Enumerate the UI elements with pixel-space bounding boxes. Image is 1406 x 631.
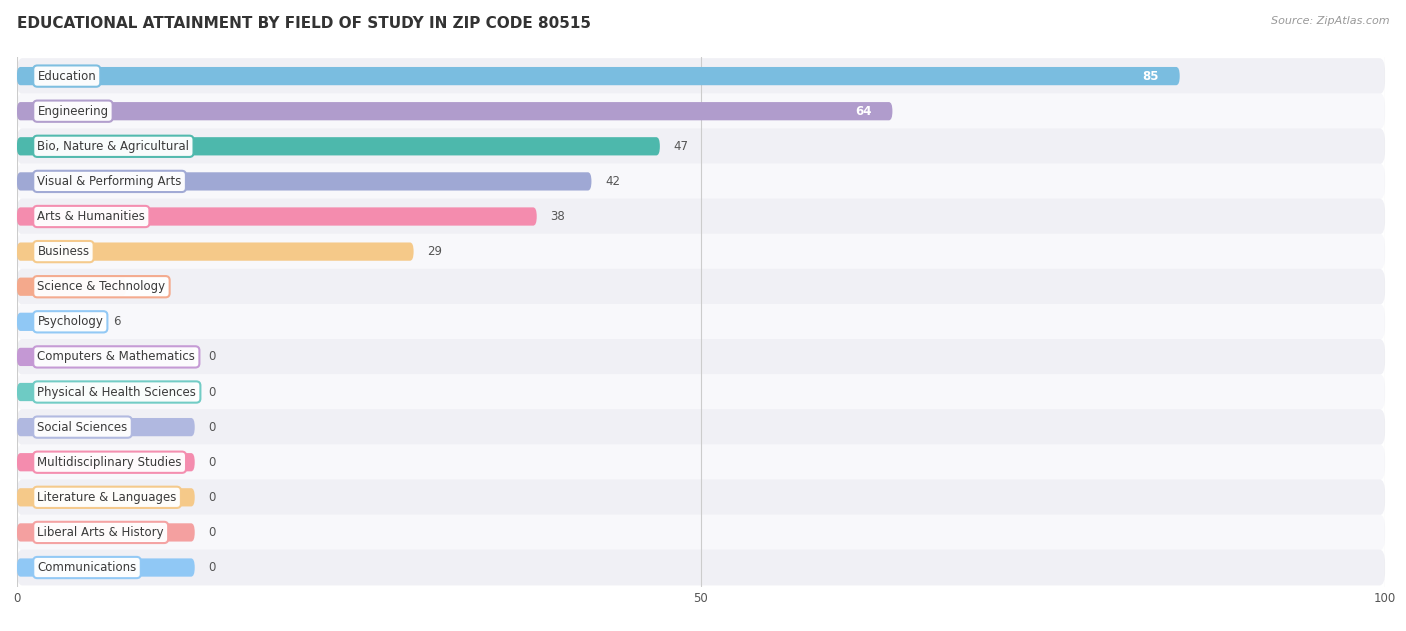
Text: Source: ZipAtlas.com: Source: ZipAtlas.com: [1271, 16, 1389, 26]
Text: Bio, Nature & Agricultural: Bio, Nature & Agricultural: [38, 140, 190, 153]
FancyBboxPatch shape: [17, 339, 1385, 375]
FancyBboxPatch shape: [17, 269, 1385, 305]
Text: 64: 64: [855, 105, 872, 118]
Text: Multidisciplinary Studies: Multidisciplinary Studies: [38, 456, 181, 469]
FancyBboxPatch shape: [17, 208, 537, 226]
FancyBboxPatch shape: [17, 102, 893, 121]
Text: 47: 47: [673, 140, 689, 153]
FancyBboxPatch shape: [17, 172, 592, 191]
Text: Computers & Mathematics: Computers & Mathematics: [38, 350, 195, 363]
FancyBboxPatch shape: [17, 410, 1385, 445]
FancyBboxPatch shape: [17, 163, 1385, 199]
FancyBboxPatch shape: [17, 523, 194, 541]
FancyBboxPatch shape: [17, 58, 1385, 94]
Text: 0: 0: [208, 386, 215, 399]
Text: Arts & Humanities: Arts & Humanities: [38, 210, 145, 223]
FancyBboxPatch shape: [17, 444, 1385, 480]
Text: 0: 0: [208, 561, 215, 574]
FancyBboxPatch shape: [17, 199, 1385, 234]
FancyBboxPatch shape: [17, 480, 1385, 516]
Text: Communications: Communications: [38, 561, 136, 574]
FancyBboxPatch shape: [17, 383, 194, 401]
Text: Science & Technology: Science & Technology: [38, 280, 166, 293]
Text: EDUCATIONAL ATTAINMENT BY FIELD OF STUDY IN ZIP CODE 80515: EDUCATIONAL ATTAINMENT BY FIELD OF STUDY…: [17, 16, 591, 31]
FancyBboxPatch shape: [17, 278, 127, 296]
Text: 42: 42: [605, 175, 620, 188]
Text: Literature & Languages: Literature & Languages: [38, 491, 177, 504]
FancyBboxPatch shape: [17, 128, 1385, 164]
FancyBboxPatch shape: [17, 348, 194, 366]
Text: 8: 8: [141, 280, 148, 293]
Text: Business: Business: [38, 245, 90, 258]
FancyBboxPatch shape: [17, 304, 1385, 339]
FancyBboxPatch shape: [17, 233, 1385, 269]
Text: Engineering: Engineering: [38, 105, 108, 118]
FancyBboxPatch shape: [17, 550, 1385, 586]
Text: 0: 0: [208, 456, 215, 469]
Text: Visual & Performing Arts: Visual & Performing Arts: [38, 175, 181, 188]
Text: Psychology: Psychology: [38, 316, 103, 328]
Text: Liberal Arts & History: Liberal Arts & History: [38, 526, 165, 539]
Text: Physical & Health Sciences: Physical & Health Sciences: [38, 386, 197, 399]
Text: 0: 0: [208, 421, 215, 433]
Text: 0: 0: [208, 491, 215, 504]
FancyBboxPatch shape: [17, 453, 194, 471]
Text: 6: 6: [112, 316, 120, 328]
Text: 38: 38: [550, 210, 565, 223]
FancyBboxPatch shape: [17, 242, 413, 261]
Text: Education: Education: [38, 69, 96, 83]
FancyBboxPatch shape: [17, 93, 1385, 129]
FancyBboxPatch shape: [17, 514, 1385, 550]
Text: 0: 0: [208, 350, 215, 363]
Text: 29: 29: [427, 245, 443, 258]
FancyBboxPatch shape: [17, 313, 98, 331]
Text: 85: 85: [1143, 69, 1159, 83]
FancyBboxPatch shape: [17, 374, 1385, 410]
Text: Social Sciences: Social Sciences: [38, 421, 128, 433]
FancyBboxPatch shape: [17, 67, 1180, 85]
FancyBboxPatch shape: [17, 418, 194, 436]
FancyBboxPatch shape: [17, 137, 659, 155]
Text: 0: 0: [208, 526, 215, 539]
FancyBboxPatch shape: [17, 488, 194, 507]
FancyBboxPatch shape: [17, 558, 194, 577]
